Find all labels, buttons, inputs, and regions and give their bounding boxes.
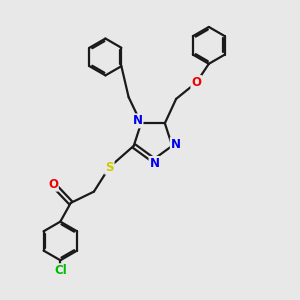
Text: N: N bbox=[133, 114, 142, 128]
Text: S: S bbox=[105, 161, 114, 174]
Text: O: O bbox=[48, 178, 58, 191]
Text: N: N bbox=[149, 157, 160, 170]
Text: Cl: Cl bbox=[54, 264, 67, 277]
Text: O: O bbox=[191, 76, 201, 89]
Text: N: N bbox=[171, 138, 181, 151]
